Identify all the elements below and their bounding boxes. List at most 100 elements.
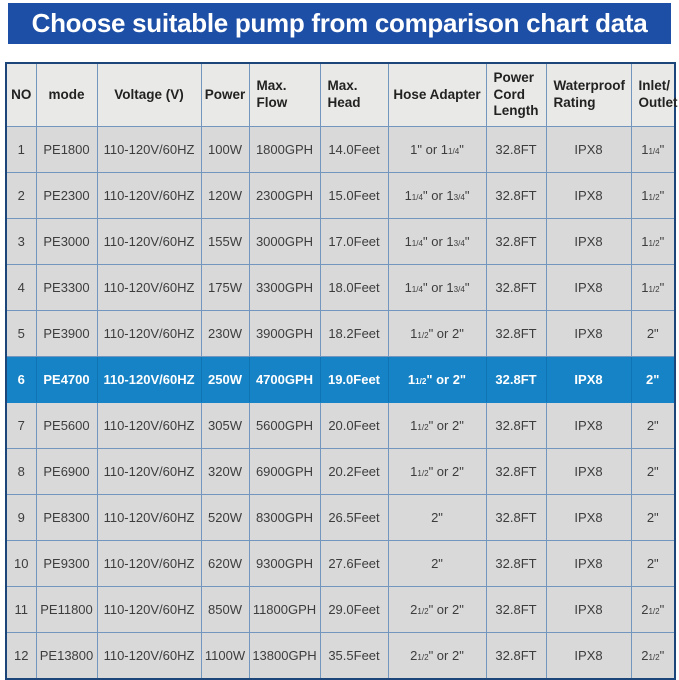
cell-power: 320W <box>200 448 250 495</box>
cell-mode: PE11800 <box>35 586 98 633</box>
col-header-no: NO <box>5 62 37 127</box>
cell-power-cord-length: 32.8FT <box>485 218 547 265</box>
table-row: 12 PE13800 110-120V/60HZ 1100W 13800GPH … <box>5 632 676 680</box>
cell-max-flow: 6900GPH <box>248 448 321 495</box>
cell-mode: PE5600 <box>35 402 98 449</box>
cell-hose-adapter: 11/4" or 13/4" <box>387 172 487 219</box>
pump-comparison-table: NO mode Voltage (V) Power Max. Flow Max.… <box>5 62 678 680</box>
cell-no: 12 <box>5 632 37 680</box>
table-row: 2 PE2300 110-120V/60HZ 120W 2300GPH 15.0… <box>5 172 676 219</box>
cell-voltage: 110-120V/60HZ <box>96 402 202 449</box>
cell-waterproof-rating: IPX8 <box>545 586 632 633</box>
table-body: 1 PE1800 110-120V/60HZ 100W 1800GPH 14.0… <box>5 126 676 680</box>
cell-waterproof-rating: IPX8 <box>545 356 632 403</box>
cell-waterproof-rating: IPX8 <box>545 218 632 265</box>
cell-inlet-outlet: 21/2" <box>630 632 676 680</box>
cell-max-head: 29.0Feet <box>319 586 389 633</box>
table-row: 7 PE5600 110-120V/60HZ 305W 5600GPH 20.0… <box>5 402 676 449</box>
cell-hose-adapter: 11/2" or 2" <box>387 402 487 449</box>
cell-power-cord-length: 32.8FT <box>485 356 547 403</box>
table-row: 11 PE11800 110-120V/60HZ 850W 11800GPH 2… <box>5 586 676 633</box>
header-row: NO mode Voltage (V) Power Max. Flow Max.… <box>5 62 678 127</box>
cell-inlet-outlet: 2" <box>630 356 676 403</box>
table-row: 5 PE3900 110-120V/60HZ 230W 3900GPH 18.2… <box>5 310 676 357</box>
cell-power-cord-length: 32.8FT <box>485 172 547 219</box>
cell-max-head: 14.0Feet <box>319 126 389 173</box>
col-header-power-cord-length: Power Cord Length <box>485 62 547 127</box>
cell-hose-adapter: 11/2" or 2" <box>387 356 487 403</box>
cell-no: 7 <box>5 402 37 449</box>
cell-waterproof-rating: IPX8 <box>545 126 632 173</box>
cell-power: 520W <box>200 494 250 541</box>
cell-inlet-outlet: 2" <box>630 448 676 495</box>
cell-mode: PE13800 <box>35 632 98 680</box>
cell-waterproof-rating: IPX8 <box>545 172 632 219</box>
cell-voltage: 110-120V/60HZ <box>96 494 202 541</box>
col-header-inlet-outlet: Inlet/ Outlet <box>630 62 678 127</box>
cell-max-flow: 8300GPH <box>248 494 321 541</box>
cell-inlet-outlet: 2" <box>630 402 676 449</box>
cell-no: 3 <box>5 218 37 265</box>
table-row: 8 PE6900 110-120V/60HZ 320W 6900GPH 20.2… <box>5 448 676 495</box>
cell-waterproof-rating: IPX8 <box>545 494 632 541</box>
cell-inlet-outlet: 21/2" <box>630 586 676 633</box>
cell-power: 850W <box>200 586 250 633</box>
cell-hose-adapter: 2" <box>387 494 487 541</box>
cell-voltage: 110-120V/60HZ <box>96 264 202 311</box>
cell-no: 6 <box>5 356 37 403</box>
table-row: 6 PE4700 110-120V/60HZ 250W 4700GPH 19.0… <box>5 356 676 403</box>
cell-power-cord-length: 32.8FT <box>485 632 547 680</box>
cell-inlet-outlet: 2" <box>630 310 676 357</box>
cell-inlet-outlet: 2" <box>630 494 676 541</box>
cell-waterproof-rating: IPX8 <box>545 264 632 311</box>
cell-no: 9 <box>5 494 37 541</box>
col-header-mode: mode <box>35 62 98 127</box>
cell-max-flow: 9300GPH <box>248 540 321 587</box>
cell-voltage: 110-120V/60HZ <box>96 632 202 680</box>
cell-no: 5 <box>5 310 37 357</box>
col-header-max-head: Max. Head <box>319 62 389 127</box>
cell-power: 155W <box>200 218 250 265</box>
cell-power: 230W <box>200 310 250 357</box>
cell-power-cord-length: 32.8FT <box>485 448 547 495</box>
cell-max-flow: 4700GPH <box>248 356 321 403</box>
cell-power-cord-length: 32.8FT <box>485 126 547 173</box>
cell-power: 120W <box>200 172 250 219</box>
cell-power-cord-length: 32.8FT <box>485 402 547 449</box>
cell-max-flow: 1800GPH <box>248 126 321 173</box>
cell-max-flow: 11800GPH <box>248 586 321 633</box>
cell-no: 11 <box>5 586 37 633</box>
cell-max-head: 18.2Feet <box>319 310 389 357</box>
cell-hose-adapter: 11/4" or 13/4" <box>387 218 487 265</box>
cell-no: 10 <box>5 540 37 587</box>
cell-max-head: 15.0Feet <box>319 172 389 219</box>
cell-hose-adapter: 21/2" or 2" <box>387 586 487 633</box>
cell-power: 1100W <box>200 632 250 680</box>
cell-hose-adapter: 21/2" or 2" <box>387 632 487 680</box>
cell-max-head: 20.2Feet <box>319 448 389 495</box>
cell-mode: PE1800 <box>35 126 98 173</box>
cell-max-flow: 3300GPH <box>248 264 321 311</box>
cell-max-head: 19.0Feet <box>319 356 389 403</box>
cell-max-head: 17.0Feet <box>319 218 389 265</box>
col-header-voltage: Voltage (V) <box>96 62 202 127</box>
cell-no: 2 <box>5 172 37 219</box>
comparison-table-wrap: NO mode Voltage (V) Power Max. Flow Max.… <box>5 62 678 680</box>
cell-max-flow: 3900GPH <box>248 310 321 357</box>
cell-power-cord-length: 32.8FT <box>485 540 547 587</box>
cell-inlet-outlet: 11/4" <box>630 126 676 173</box>
cell-no: 8 <box>5 448 37 495</box>
cell-mode: PE9300 <box>35 540 98 587</box>
cell-mode: PE4700 <box>35 356 98 403</box>
cell-inlet-outlet: 11/2" <box>630 172 676 219</box>
cell-max-head: 26.5Feet <box>319 494 389 541</box>
cell-waterproof-rating: IPX8 <box>545 402 632 449</box>
cell-voltage: 110-120V/60HZ <box>96 356 202 403</box>
col-header-waterproof-rating: Waterproof Rating <box>545 62 632 127</box>
cell-voltage: 110-120V/60HZ <box>96 448 202 495</box>
table-row: 4 PE3300 110-120V/60HZ 175W 3300GPH 18.0… <box>5 264 676 311</box>
cell-no: 1 <box>5 126 37 173</box>
cell-inlet-outlet: 11/2" <box>630 218 676 265</box>
table-row: 10 PE9300 110-120V/60HZ 620W 9300GPH 27.… <box>5 540 676 587</box>
table-row: 9 PE8300 110-120V/60HZ 520W 8300GPH 26.5… <box>5 494 676 541</box>
